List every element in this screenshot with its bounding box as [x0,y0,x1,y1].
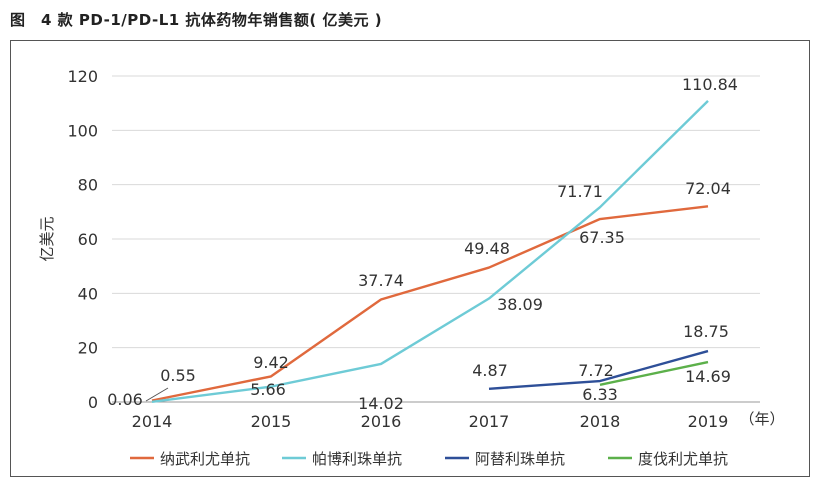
data-label: 67.35 [579,228,625,247]
series-line-3 [488,349,709,390]
data-label: 110.84 [682,75,738,94]
series-line-1 [151,205,709,402]
series-line-4 [599,360,709,386]
y-tick-label: 40 [78,284,98,303]
y-tick-label: 20 [78,339,98,358]
data-label: 14.02 [358,394,404,413]
x-unit-label: （年） [739,410,784,428]
chart-frame [10,40,810,477]
x-tick-label: 2014 [132,412,173,431]
data-label: 72.04 [685,179,731,198]
figure-caption: 图 4 款 PD-1/PD-L1 抗体药物年销售额( 亿美元 ) [10,11,383,29]
y-tick-label: 100 [67,121,98,140]
y-tick-label: 60 [78,230,98,249]
data-label: 49.48 [464,239,510,258]
legend-label: 纳武利尤单抗 [160,450,250,468]
x-tick-label: 2018 [580,412,621,431]
x-tick-label: 2016 [361,412,402,431]
y-tick-label: 0 [88,393,98,412]
series-line-2 [151,100,709,404]
x-tick-label: 2015 [251,412,292,431]
legend-label: 阿替利珠单抗 [475,450,565,468]
data-label: 0.55 [160,366,196,385]
data-label: 38.09 [497,295,543,314]
y-axis-label: 亿美元 [38,216,56,261]
y-tick-label: 80 [78,176,98,195]
data-label: 4.87 [472,361,508,380]
x-tick-label: 2017 [469,412,510,431]
data-label: 6.33 [582,385,618,404]
data-label: 18.75 [683,322,729,341]
data-label: 9.42 [253,353,289,372]
x-tick-label: 2019 [688,412,729,431]
data-label: 0.06 [107,390,143,409]
y-tick-label: 120 [67,67,98,86]
legend-label: 度伐利尤单抗 [638,450,728,468]
data-label: 14.69 [685,367,731,386]
data-label: 5.66 [250,380,286,399]
data-label: 37.74 [358,271,404,290]
data-label: 7.72 [578,361,614,380]
data-label: 71.71 [557,182,603,201]
legend-label: 帕博利珠单抗 [312,450,402,468]
label-leader-line [145,387,169,402]
